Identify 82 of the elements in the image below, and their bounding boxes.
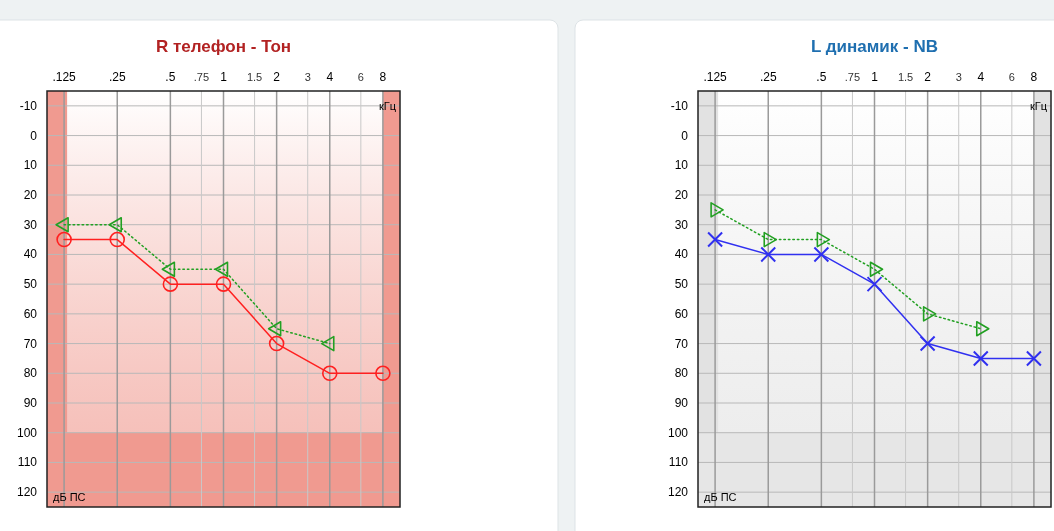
point xyxy=(866,276,883,293)
y-tick-label: 10 xyxy=(23,158,38,173)
point xyxy=(922,306,937,322)
y-tick-label: 90 xyxy=(674,396,689,410)
x-tick-label: 6 xyxy=(1008,71,1015,83)
x-axis-title: кГц xyxy=(378,99,397,112)
point xyxy=(56,231,72,248)
point xyxy=(267,320,282,337)
x-tick-label: 8 xyxy=(1030,70,1038,84)
y-tick-label: -10 xyxy=(19,98,38,113)
chart-title: L динамик - NB xyxy=(811,37,938,56)
point xyxy=(760,246,777,263)
point xyxy=(813,246,830,263)
x-tick-label: .5 xyxy=(165,70,176,84)
point xyxy=(320,335,335,352)
point xyxy=(161,261,176,278)
y-tick-label: 20 xyxy=(674,188,689,202)
point xyxy=(1025,350,1042,367)
y-axis-title: дБ ПС xyxy=(704,491,737,503)
x-tick-label: 1.5 xyxy=(897,71,914,83)
point xyxy=(108,216,123,233)
x-tick-label: 2 xyxy=(924,70,932,84)
y-tick-label: 30 xyxy=(23,217,38,232)
y-tick-label: 50 xyxy=(674,277,689,292)
point xyxy=(919,335,936,352)
x-tick-label: 4 xyxy=(326,70,334,84)
x-axis-title: кГц xyxy=(1029,99,1048,112)
x-tick-label: 6 xyxy=(357,71,364,83)
x-tick-label: .125 xyxy=(52,70,77,84)
y-tick-label: 120 xyxy=(667,485,689,500)
y-tick-label: 20 xyxy=(23,188,38,202)
x-tick-label: 3 xyxy=(304,71,311,83)
y-tick-label: 100 xyxy=(16,425,38,440)
y-tick-label: 50 xyxy=(23,277,38,292)
x-tick-label: .25 xyxy=(759,70,777,84)
y-tick-label: 90 xyxy=(23,396,38,410)
x-tick-label: .25 xyxy=(108,70,126,84)
y-tick-label: 110 xyxy=(668,455,689,470)
y-tick-label: 40 xyxy=(23,247,38,262)
x-tick-label: 1 xyxy=(871,70,879,84)
y-tick-label: 70 xyxy=(23,336,38,351)
x-tick-label: .125 xyxy=(703,70,728,84)
x-tick-label: 1 xyxy=(220,70,228,84)
point xyxy=(215,276,232,292)
y-tick-label: 100 xyxy=(667,425,689,440)
x-tick-label: 4 xyxy=(977,70,985,84)
y-tick-label: 80 xyxy=(23,366,38,381)
x-tick-label: 1.5 xyxy=(246,71,263,83)
x-tick-label: 3 xyxy=(955,71,962,83)
x-tick-label: 2 xyxy=(273,70,281,84)
y-axis-title: дБ ПС xyxy=(53,491,86,503)
point xyxy=(109,231,126,248)
point xyxy=(321,365,338,382)
point xyxy=(972,350,989,367)
point xyxy=(375,365,391,382)
y-tick-label: -10 xyxy=(670,98,689,113)
y-tick-label: 60 xyxy=(674,306,689,321)
x-tick-label: .75 xyxy=(193,71,210,83)
y-tick-label: 120 xyxy=(16,485,38,500)
x-tick-label: .75 xyxy=(844,71,861,83)
y-tick-label: 30 xyxy=(674,217,689,232)
point xyxy=(55,216,69,233)
y-tick-label: 10 xyxy=(674,158,689,173)
point xyxy=(268,335,285,352)
y-tick-label: 80 xyxy=(674,366,689,381)
y-tick-label: 60 xyxy=(23,306,38,321)
point xyxy=(214,261,229,278)
point xyxy=(975,320,990,337)
y-tick-label: 70 xyxy=(674,336,689,351)
y-tick-label: 110 xyxy=(17,455,38,470)
x-tick-label: 8 xyxy=(379,70,387,84)
y-tick-label: 40 xyxy=(674,247,689,262)
point xyxy=(707,231,724,248)
point xyxy=(763,231,778,248)
x-tick-label: .5 xyxy=(816,70,827,84)
y-tick-label: 0 xyxy=(30,128,38,143)
point xyxy=(816,231,831,248)
y-tick-label: 0 xyxy=(681,128,689,143)
point xyxy=(710,202,724,218)
chart-title: R телефон - Тон xyxy=(155,37,292,56)
point xyxy=(869,261,884,278)
point xyxy=(162,276,179,292)
